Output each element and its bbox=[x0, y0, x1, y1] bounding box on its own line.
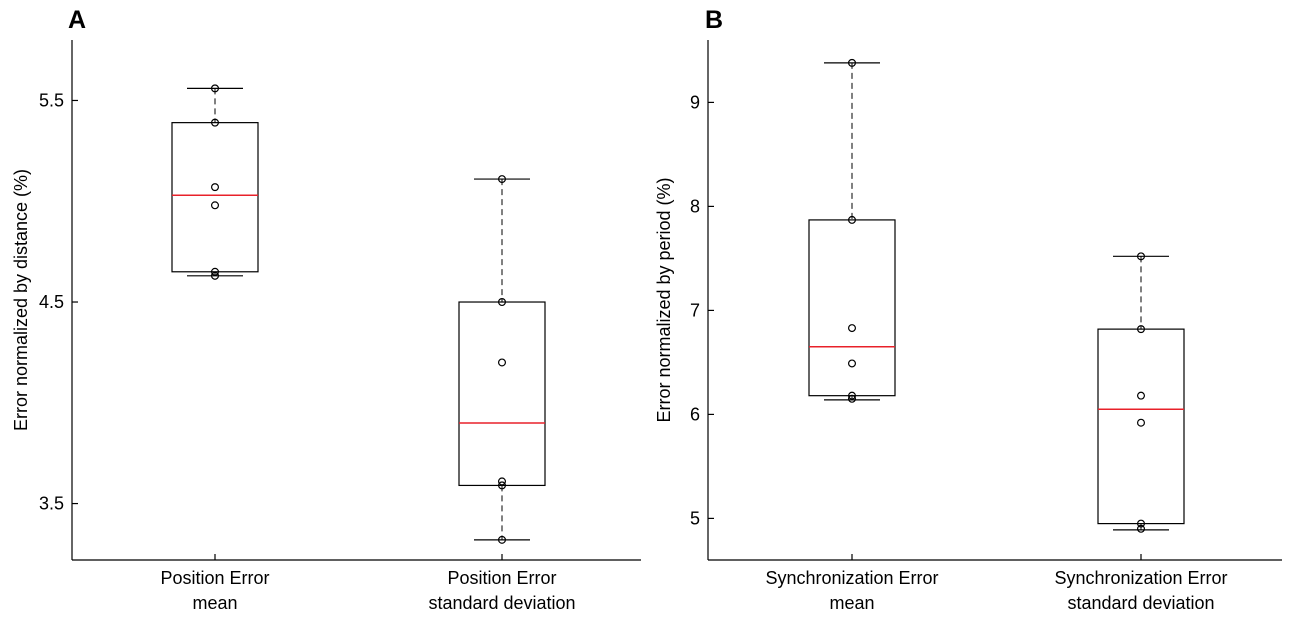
box-group-2: Position Error standard deviation bbox=[428, 175, 576, 613]
data-point bbox=[847, 324, 856, 333]
y-tick-label: 3.5 bbox=[39, 494, 64, 514]
y-axis-label: Error normalized by distance (%) bbox=[11, 169, 31, 431]
data-point bbox=[1136, 391, 1145, 400]
x-category-label: mean bbox=[829, 593, 874, 613]
x-category-label: Position Error bbox=[160, 568, 269, 588]
data-point bbox=[211, 183, 220, 192]
panel-label: A bbox=[68, 6, 86, 34]
x-category-label: mean bbox=[192, 593, 237, 613]
data-point bbox=[498, 358, 507, 367]
data-point bbox=[847, 391, 856, 400]
x-category-label: Position Error bbox=[447, 568, 556, 588]
data-point bbox=[498, 481, 507, 490]
y-axis-label: Error normalized by period (%) bbox=[654, 177, 674, 422]
data-point bbox=[1136, 418, 1145, 427]
y-tick-label: 7 bbox=[690, 300, 700, 320]
data-point bbox=[211, 84, 220, 93]
box-iqr bbox=[171, 122, 259, 273]
box-iqr bbox=[1097, 328, 1185, 525]
data-point bbox=[498, 298, 507, 307]
data-point bbox=[498, 175, 507, 184]
x-category-label: Synchronization Error bbox=[765, 568, 938, 588]
box-iqr bbox=[808, 219, 896, 397]
data-point bbox=[1136, 524, 1145, 533]
y-tick-label: 8 bbox=[690, 196, 700, 216]
y-tick-label: 4.5 bbox=[39, 292, 64, 312]
chart-panel-b: B 5 6 7 8 9 Error normalized by period (%) Sync… bbox=[654, 6, 1282, 613]
box-iqr bbox=[458, 301, 546, 487]
x-category-label: standard deviation bbox=[428, 593, 575, 613]
data-point bbox=[1136, 519, 1145, 528]
y-tick-label: 9 bbox=[690, 92, 700, 112]
data-point bbox=[498, 535, 507, 544]
data-point bbox=[847, 58, 856, 67]
x-category-label: standard deviation bbox=[1067, 593, 1214, 613]
panel-label: B bbox=[705, 6, 723, 34]
data-point bbox=[211, 201, 220, 210]
data-point bbox=[847, 215, 856, 224]
box-group-1: Position Error mean bbox=[160, 84, 270, 613]
box-group-2: Synchronization Error standard deviation bbox=[1054, 252, 1228, 613]
data-point bbox=[1136, 325, 1145, 334]
data-point bbox=[211, 118, 220, 127]
y-tick-label: 5 bbox=[690, 508, 700, 528]
x-category-label: Synchronization Error bbox=[1054, 568, 1227, 588]
data-point bbox=[211, 271, 220, 280]
data-point bbox=[211, 267, 220, 276]
box-group-1: Synchronization Error mean bbox=[765, 58, 939, 613]
data-point bbox=[847, 359, 856, 368]
data-point bbox=[847, 394, 856, 403]
chart-panel-a: A 3.5 4.5 5.5 Error normalized by distance (… bbox=[11, 6, 641, 613]
data-point bbox=[1136, 252, 1145, 261]
y-tick-label: 5.5 bbox=[39, 90, 64, 110]
y-tick-label: 6 bbox=[690, 404, 700, 424]
data-point bbox=[498, 477, 507, 486]
